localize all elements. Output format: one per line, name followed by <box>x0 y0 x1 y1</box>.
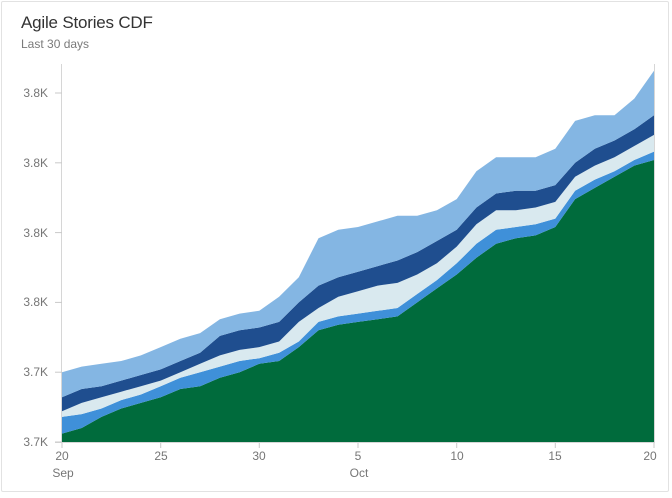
area-band-light-blue[interactable] <box>62 70 654 398</box>
y-axis-label: 3.8K <box>23 156 48 170</box>
x-axis-ticks <box>61 443 655 448</box>
x-axis-label: 5 <box>354 449 362 463</box>
area-band-medium-blue[interactable] <box>62 151 654 434</box>
axis-lines <box>55 64 655 443</box>
y-axis-ticks <box>55 92 62 443</box>
x-axis-label: 20 <box>643 449 657 463</box>
x-axis-label: 10 <box>450 449 464 463</box>
y-axis-label: 3.7K <box>23 435 48 449</box>
chart-subtitle: Last 30 days <box>21 37 90 51</box>
x-axis-label: 20 <box>55 449 69 463</box>
x-axis-label: 25 <box>154 449 168 463</box>
x-axis-label: 15 <box>548 449 562 463</box>
y-axis-label: 3.7K <box>23 365 48 379</box>
y-axis-label: 3.8K <box>23 295 48 309</box>
x-axis-label: 30 <box>252 449 266 463</box>
x-axis-month-label: Oct <box>349 466 369 480</box>
x-axis-month-label: Sep <box>52 466 74 480</box>
y-axis-label: 3.8K <box>23 86 48 100</box>
chart-title: Agile Stories CDF <box>21 13 153 32</box>
area-band-navy-blue[interactable] <box>62 115 654 412</box>
area-band-dark-green[interactable] <box>62 160 654 442</box>
y-axis-label: 3.8K <box>23 226 48 240</box>
